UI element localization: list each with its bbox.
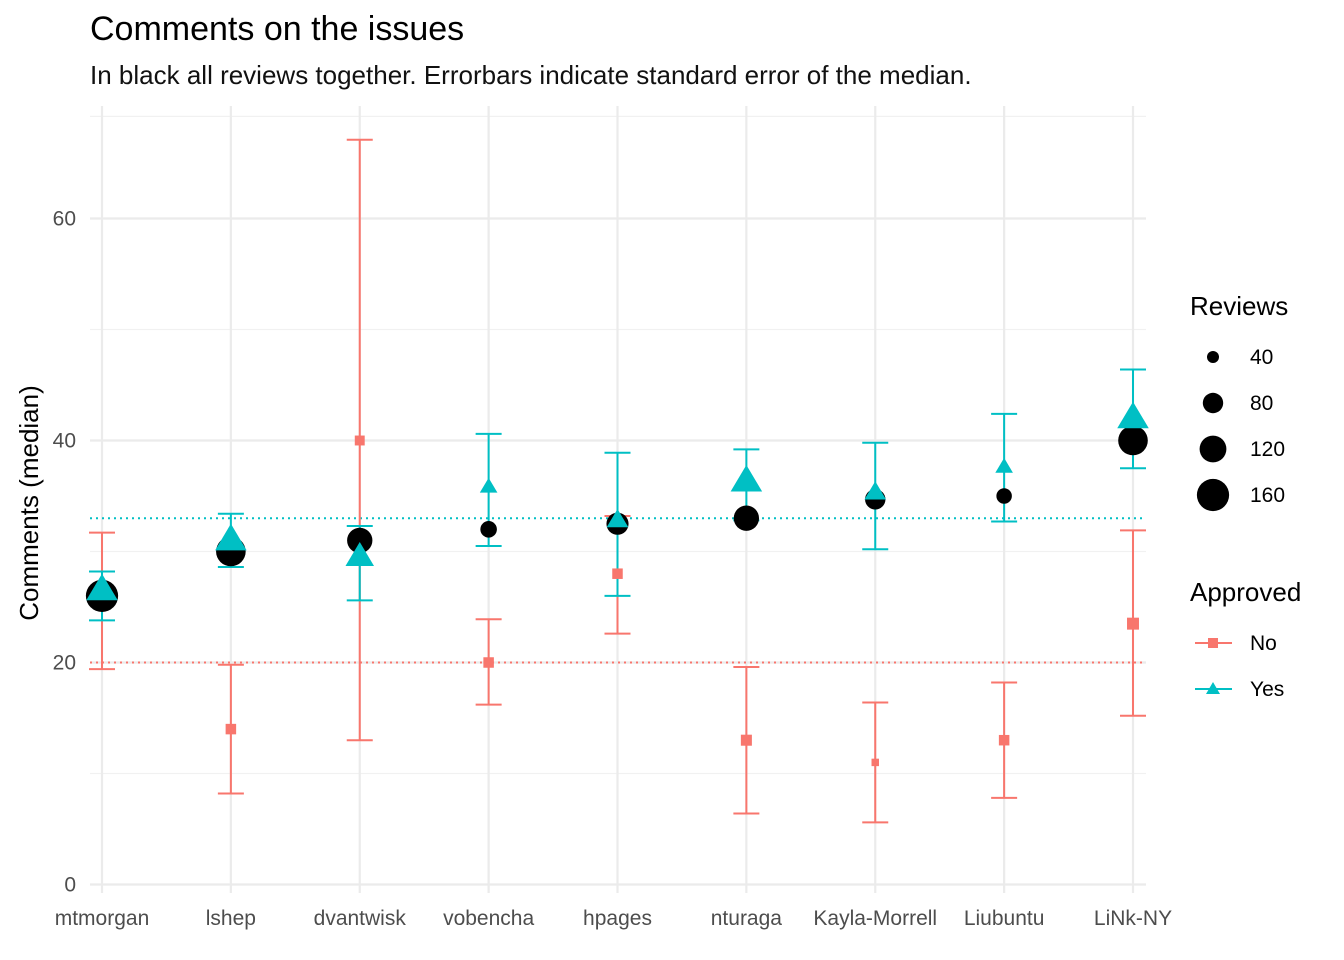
point-yes: [730, 464, 763, 492]
y-tick-label: 40: [53, 430, 76, 453]
legend-title-approved: Approved: [1190, 577, 1301, 607]
x-tick-label: nturaga: [711, 907, 783, 930]
x-tick-label: mtmorgan: [55, 907, 150, 930]
x-axis: mtmorgan lshep dvantwisk vobencha hpages ntur…: [55, 907, 1172, 930]
legend-size-key: [1202, 392, 1224, 414]
x-tick-label: dvantwisk: [314, 907, 407, 930]
legend-color-label: No: [1250, 632, 1277, 655]
point-no: [1127, 617, 1139, 630]
y-tick-label: 60: [53, 208, 76, 231]
legend-size-key: [1196, 478, 1230, 512]
point-no: [740, 734, 752, 746]
y-tick-label: 0: [64, 874, 76, 897]
x-tick-label: Kayla-Morrell: [813, 907, 937, 930]
point-no: [998, 734, 1010, 746]
x-tick-label: hpages: [583, 907, 652, 930]
point-all-reviews: [733, 505, 760, 531]
point-all-reviews: [347, 527, 373, 554]
point-no: [612, 568, 623, 579]
point-yes: [86, 573, 118, 601]
point-yes: [606, 509, 629, 528]
legend-size-label: 80: [1250, 392, 1273, 415]
point-yes: [864, 481, 887, 500]
legend-size-key: [1207, 351, 1219, 363]
legend-color-label: Yes: [1250, 678, 1284, 701]
legend-size-label: 40: [1250, 346, 1273, 369]
x-tick-label: lshep: [206, 907, 256, 930]
legend-size-label: 120: [1250, 438, 1285, 461]
point-yes: [345, 542, 375, 567]
point-yes: [479, 477, 498, 493]
point-no: [225, 723, 237, 735]
point-no: [354, 435, 365, 446]
x-tick-label: vobencha: [443, 907, 534, 930]
point-no: [483, 657, 494, 668]
legend: Reviews 40 80 120 160 Approved No Yes: [1190, 291, 1301, 701]
data-marks: [85, 138, 1149, 824]
chart-subtitle: In black all reviews together. Errorbars…: [90, 60, 972, 90]
point-yes: [1117, 401, 1149, 429]
x-tick-label: LiNk-NY: [1094, 907, 1172, 930]
y-tick-label: 20: [53, 652, 76, 675]
point-all-reviews: [480, 521, 497, 538]
point-all-reviews: [996, 488, 1012, 504]
y-axis-title: Comments (median): [14, 385, 44, 621]
x-tick-label: Liubuntu: [964, 907, 1045, 930]
legend-key-triangle: [1206, 682, 1220, 694]
legend-key-square: [1208, 638, 1218, 648]
y-axis: 0 20 40 60: [53, 208, 76, 897]
legend-size-key: [1199, 435, 1227, 463]
point-all-reviews: [1118, 425, 1148, 456]
chart-title: Comments on the issues: [90, 10, 464, 48]
point-yes: [215, 523, 247, 551]
legend-title-reviews: Reviews: [1190, 291, 1288, 321]
point-yes: [995, 457, 1013, 473]
legend-size-label: 160: [1250, 484, 1285, 507]
point-no: [871, 758, 879, 767]
